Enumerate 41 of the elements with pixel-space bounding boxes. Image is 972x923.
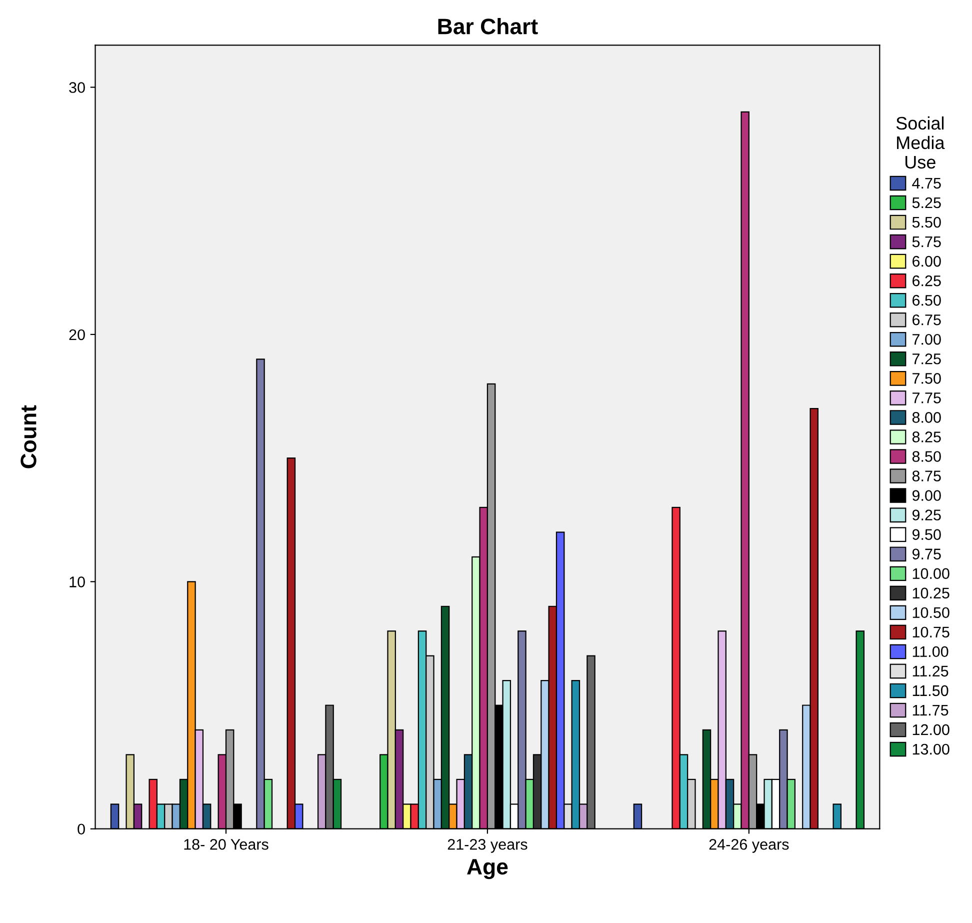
x-tick-label: 24-26 years — [709, 838, 789, 853]
x-tick-label: 21-23 years — [448, 838, 528, 853]
legend-label: 6.25 — [912, 275, 941, 286]
legend-label: 8.00 — [912, 412, 941, 423]
legend-title: Social Media Use — [896, 116, 945, 169]
legend-label: 5.50 — [912, 216, 941, 228]
y-tick-label: 10 — [70, 576, 85, 588]
y-tick-label: 0 — [78, 824, 85, 835]
legend-label: 6.00 — [912, 256, 941, 267]
legend-label: 13.00 — [912, 744, 950, 755]
legend-label: 10.00 — [912, 568, 950, 579]
legend-label: 10.50 — [912, 607, 950, 618]
legend-label: 11.25 — [912, 666, 948, 677]
legend-label: 6.50 — [912, 294, 941, 306]
x-axis-title: Age — [467, 859, 508, 880]
legend-label: 9.00 — [912, 490, 941, 501]
legend-label: 6.75 — [912, 314, 941, 326]
legend-label: 10.25 — [912, 588, 950, 599]
legend-label: 7.25 — [912, 353, 941, 364]
y-tick-label: 20 — [69, 329, 85, 340]
y-axis-title: Count — [20, 405, 36, 468]
legend-label: 11.75 — [912, 704, 948, 716]
legend-label: 8.75 — [912, 470, 941, 482]
legend-label: 5.25 — [912, 197, 941, 208]
y-tick-label: 30 — [69, 82, 85, 93]
legend-label: 9.25 — [912, 510, 941, 520]
legend-label: 9.50 — [912, 529, 941, 540]
legend-label: 11.00 — [912, 646, 948, 658]
legend-label: 5.75 — [912, 236, 941, 248]
legend-label: 8.50 — [912, 451, 941, 462]
legend-label: 8.25 — [912, 432, 941, 442]
legend-label: 7.50 — [912, 372, 941, 384]
legend-label: 7.75 — [912, 392, 941, 404]
legend-label: 9.75 — [912, 548, 941, 560]
x-tick-label: 18- 20 Years — [184, 838, 268, 850]
legend-label: 10.75 — [912, 626, 950, 638]
chart-title: Bar Chart — [438, 18, 538, 34]
legend-label: 4.75 — [912, 178, 941, 189]
legend-label: 12.00 — [912, 724, 950, 736]
legend-label: 7.00 — [912, 334, 941, 345]
legend-label: 11.50 — [912, 685, 948, 696]
